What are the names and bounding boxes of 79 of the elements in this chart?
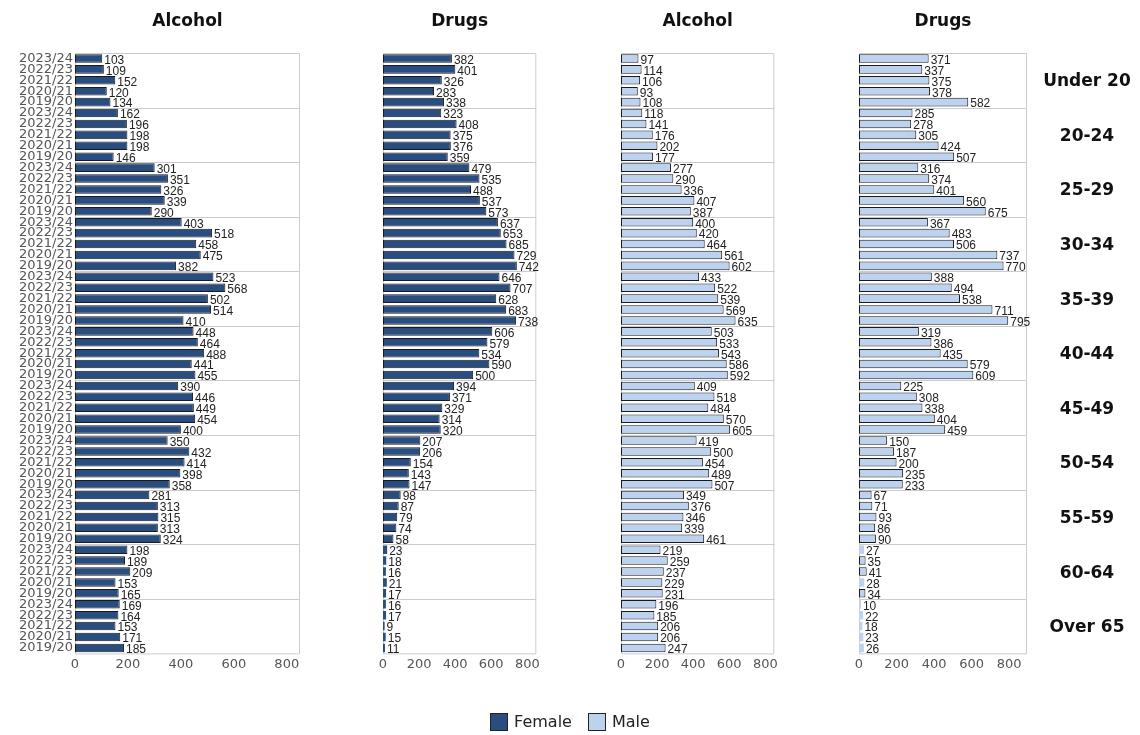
data-label: 506 — [955, 238, 977, 253]
data-label: 359 — [449, 151, 471, 166]
data-label: 538 — [961, 292, 983, 307]
data-label: 459 — [947, 423, 968, 438]
data-label: 11 — [386, 642, 400, 657]
data-label: 461 — [706, 533, 727, 548]
data-label: 339 — [684, 522, 705, 537]
x-tick-label: 400 — [168, 655, 194, 671]
data-label: 605 — [732, 423, 753, 438]
x-tick-label: 200 — [406, 655, 432, 671]
chart-title: Drugs — [430, 10, 490, 30]
data-label: 320 — [442, 423, 464, 438]
x-tick-label: 200 — [115, 655, 141, 671]
text: 20-24 — [1058, 124, 1116, 145]
data-label: 305 — [918, 129, 939, 144]
data-label: 382 — [178, 260, 199, 275]
data-label: 388 — [933, 271, 955, 286]
data-label: 675 — [987, 205, 1009, 220]
bar — [383, 556, 387, 565]
x-tick-label: 200 — [644, 655, 670, 671]
bar — [383, 632, 386, 642]
data-label: 367 — [929, 216, 951, 231]
text: 60-64 — [1058, 561, 1116, 582]
x-tick-label: 0 — [70, 655, 80, 671]
data-label: 770 — [1005, 260, 1026, 275]
text: 30-34 — [1058, 234, 1116, 255]
data-label: 602 — [731, 260, 752, 275]
bar — [859, 578, 865, 587]
x-tick-label: 400 — [442, 655, 468, 671]
x-tick-label: 200 — [884, 655, 909, 671]
x-tick-label: 600 — [716, 655, 742, 671]
x-tick-label: 400 — [921, 655, 947, 671]
text: 50-54 — [1058, 452, 1116, 473]
data-label: 592 — [729, 369, 751, 384]
data-label: 324 — [162, 533, 184, 548]
text: 25-29 — [1058, 179, 1116, 200]
x-tick-label: 0 — [378, 655, 388, 671]
bar — [383, 600, 386, 609]
data-label: 403 — [183, 216, 205, 231]
data-label: 247 — [667, 642, 688, 657]
data-label: 26 — [865, 642, 880, 657]
bar — [383, 589, 387, 598]
text: 35-39 — [1058, 288, 1116, 309]
text: Over 65 — [1048, 616, 1126, 637]
data-label: 409 — [696, 380, 718, 395]
bar — [859, 643, 864, 653]
chart-title: Drugs — [913, 10, 973, 30]
data-label: 560 — [966, 194, 987, 209]
text: 55-59 — [1058, 506, 1116, 527]
bar — [383, 545, 388, 554]
x-tick-label: 800 — [996, 655, 1022, 671]
x-tick-label: 800 — [514, 655, 540, 671]
x-tick-label: 400 — [680, 655, 706, 671]
data-label: 500 — [475, 369, 496, 384]
text: 40-44 — [1058, 343, 1116, 364]
data-label: 609 — [975, 369, 996, 384]
data-label: 146 — [115, 151, 136, 166]
text: 45-49 — [1058, 397, 1116, 418]
x-tick-label: 800 — [274, 655, 300, 671]
bar — [383, 567, 386, 576]
text: Under 20 — [1042, 70, 1132, 91]
data-label: 507 — [956, 151, 977, 166]
bar — [859, 610, 864, 620]
bar — [383, 578, 387, 587]
x-tick-label: 0 — [854, 655, 864, 671]
data-label: 475 — [202, 249, 224, 264]
bar — [859, 545, 865, 554]
data-label: 582 — [970, 96, 991, 111]
x-tick-label: 0 — [616, 655, 626, 671]
chart-title: Alcohol — [661, 10, 734, 30]
data-label: 185 — [125, 642, 147, 657]
legend-label: Female — [514, 712, 572, 731]
bar — [383, 610, 387, 620]
x-tick-label: 600 — [221, 655, 247, 671]
x-tick-label: 800 — [752, 655, 778, 671]
x-tick-label: 600 — [478, 655, 504, 671]
chart-title: Alcohol — [151, 10, 224, 30]
x-tick-label: 600 — [959, 655, 985, 671]
legend-label: Male — [611, 712, 650, 731]
